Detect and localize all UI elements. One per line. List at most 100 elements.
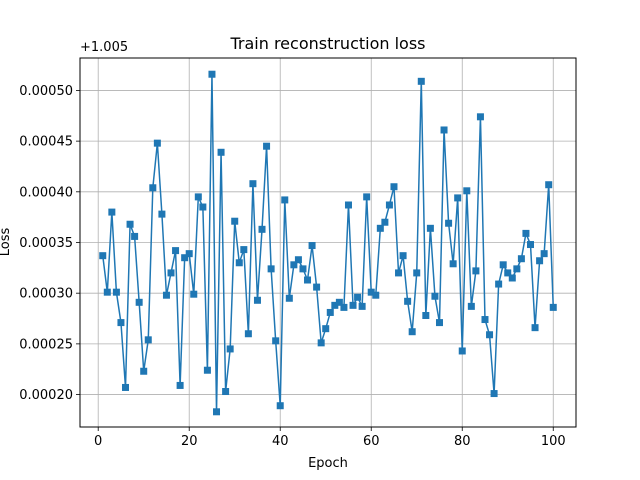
data-point <box>158 210 166 218</box>
data-point <box>313 283 321 291</box>
data-point <box>449 260 457 268</box>
data-point <box>408 328 416 336</box>
data-point <box>294 256 302 264</box>
series-line <box>99 70 557 416</box>
data-point <box>404 297 412 305</box>
data-point <box>545 181 553 189</box>
data-point <box>358 302 366 310</box>
data-point <box>472 267 480 275</box>
data-point <box>522 229 530 237</box>
data-point <box>103 288 111 296</box>
data-point <box>381 218 389 226</box>
data-point <box>308 242 316 250</box>
data-point <box>135 298 143 306</box>
data-point <box>344 201 352 209</box>
data-point <box>399 252 407 260</box>
data-point <box>363 193 371 201</box>
x-tick-label: 20 <box>181 434 198 449</box>
data-point <box>272 337 280 345</box>
data-point <box>117 319 125 327</box>
data-point <box>549 303 557 311</box>
data-point <box>426 224 434 232</box>
data-point <box>112 288 120 296</box>
data-point <box>331 301 339 309</box>
data-point <box>249 180 257 188</box>
data-point <box>190 290 198 298</box>
y-offset-label: +1.005 <box>80 40 128 55</box>
data-point <box>185 250 193 258</box>
data-point <box>495 280 503 288</box>
data-point <box>536 257 544 265</box>
x-tick-label: 100 <box>541 434 566 449</box>
data-point <box>290 261 298 269</box>
y-tick-label: 0.00030 <box>19 287 73 302</box>
x-tick-label: 40 <box>272 434 289 449</box>
data-point <box>153 139 161 147</box>
data-point <box>240 246 248 254</box>
data-point <box>417 77 425 85</box>
data-point <box>367 288 375 296</box>
data-point <box>253 296 261 304</box>
data-point <box>267 265 275 273</box>
data-point <box>131 232 139 240</box>
data-point <box>467 302 475 310</box>
data-point <box>385 201 393 209</box>
data-point <box>445 219 453 227</box>
data-point <box>149 184 157 192</box>
data-point <box>217 148 225 156</box>
data-point <box>376 224 384 232</box>
chart-title: Train reconstruction loss <box>229 34 425 53</box>
data-point <box>281 196 289 204</box>
data-point <box>431 292 439 300</box>
data-point <box>508 274 516 282</box>
data-point <box>140 367 148 375</box>
data-point <box>231 217 239 225</box>
y-tick-label: 0.00025 <box>19 337 73 352</box>
data-point <box>226 345 234 353</box>
series-path <box>102 74 554 412</box>
data-point <box>349 301 357 309</box>
x-tick-label: 80 <box>454 434 471 449</box>
data-point <box>422 311 430 319</box>
data-point <box>276 402 284 410</box>
data-point <box>203 366 211 374</box>
data-point <box>540 250 548 258</box>
data-point <box>531 324 539 332</box>
data-point <box>285 294 293 302</box>
x-tick-label: 0 <box>94 434 102 449</box>
data-point <box>326 308 334 316</box>
data-point <box>440 126 448 134</box>
data-point <box>390 183 398 191</box>
data-point <box>435 319 443 327</box>
data-point <box>222 388 230 396</box>
data-point <box>317 339 325 347</box>
data-point <box>213 408 221 416</box>
data-point <box>490 390 498 398</box>
grid <box>80 58 576 427</box>
data-point <box>99 252 107 260</box>
y-tick-label: 0.00020 <box>19 388 73 403</box>
y-tick-label: 0.00040 <box>19 185 73 200</box>
data-point <box>181 254 189 262</box>
data-point <box>395 269 403 277</box>
data-point <box>199 203 207 211</box>
data-point <box>499 261 507 269</box>
data-point <box>454 194 462 202</box>
data-point <box>167 269 175 277</box>
data-point <box>208 70 216 78</box>
data-point <box>176 381 184 389</box>
y-tick-label: 0.00050 <box>19 84 73 99</box>
data-point <box>504 269 512 277</box>
data-point <box>258 225 266 233</box>
data-point <box>372 291 380 299</box>
data-point <box>463 187 471 195</box>
data-point <box>413 269 421 277</box>
x-tick-label: 60 <box>363 434 380 449</box>
data-point <box>513 265 521 273</box>
data-point <box>486 331 494 339</box>
data-point <box>458 347 466 355</box>
data-point <box>108 208 116 216</box>
data-point <box>476 113 484 121</box>
y-axis: 0.00020 0.00025 0.00030 0.00035 0.00040 0.000… <box>19 84 80 403</box>
